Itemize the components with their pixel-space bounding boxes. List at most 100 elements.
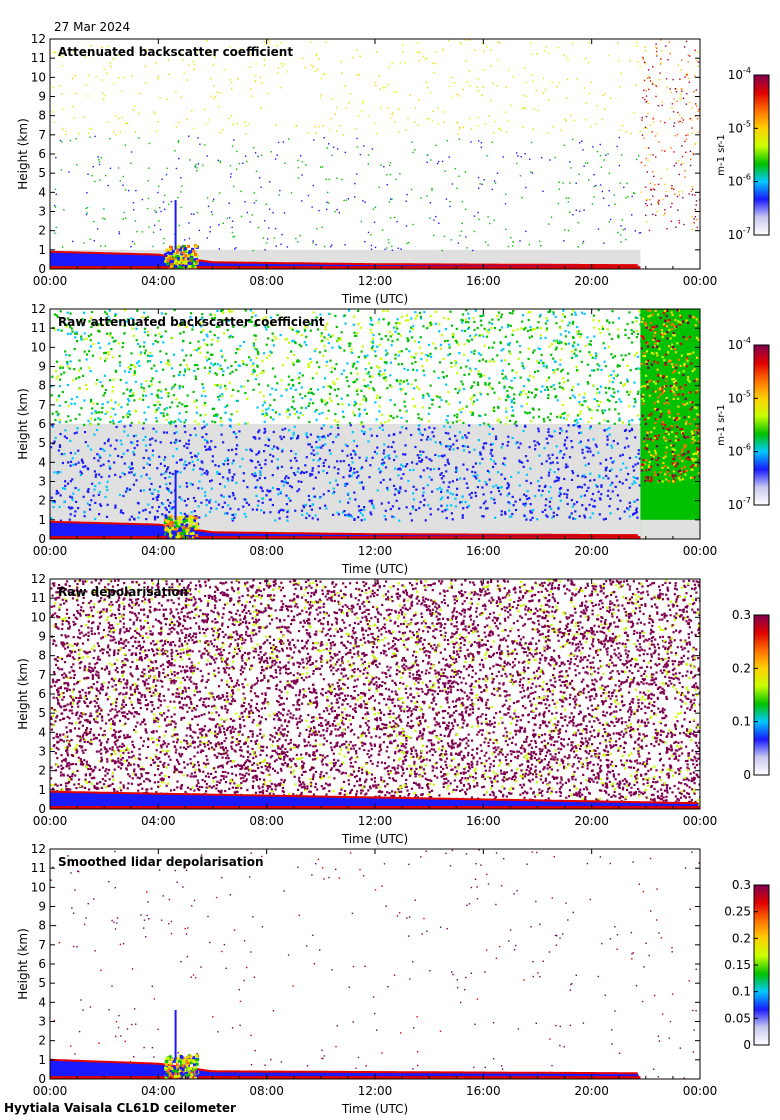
data-pixel [380,374,383,377]
data-pixel [99,447,102,450]
data-pixel [683,362,686,365]
data-pixel [397,322,400,325]
data-pixel [478,414,481,417]
data-pixel [180,177,182,179]
data-pixel [264,444,267,447]
data-pixel [685,138,688,140]
data-pixel [671,343,674,346]
data-pixel [695,210,697,212]
data-pixel [59,418,62,421]
data-pixel [581,451,584,454]
data-pixel [381,424,384,427]
data-pixel [544,336,547,339]
data-pixel [221,309,224,312]
data-pixel [566,465,569,468]
data-pixel [528,497,531,500]
data-pixel [571,350,574,353]
data-pixel [327,489,330,493]
data-pixel [454,505,457,508]
data-pixel [479,451,482,454]
data-pixel [438,396,441,399]
data-pixel [153,488,156,491]
data-pixel [558,432,562,435]
data-pixel [429,438,432,441]
data-pixel [406,193,408,196]
data-pixel [605,154,607,156]
data-pixel [199,322,202,325]
data-pixel [331,346,334,349]
data-pixel [605,474,608,477]
data-pixel [393,450,396,453]
data-pixel [194,420,197,423]
data-pixel [200,317,203,320]
data-pixel [665,385,668,388]
data-pixel [539,240,541,242]
data-pixel [185,504,188,507]
data-pixel [109,444,112,447]
data-pixel [63,108,65,110]
data-pixel [371,375,374,378]
data-pixel [595,392,599,395]
data-pixel [218,248,221,250]
data-pixel [502,377,505,380]
data-pixel [360,508,363,512]
data-pixel [508,386,511,389]
data-pixel [389,335,392,338]
data-pixel [290,378,293,382]
data-pixel [577,330,580,333]
data-pixel [454,167,456,170]
data-pixel [443,454,446,457]
data-pixel [224,405,227,409]
data-pixel [189,316,192,319]
data-pixel [405,314,409,317]
data-pixel [531,172,534,174]
data-pixel [89,136,91,138]
data-pixel [480,333,484,336]
data-pixel [579,410,582,413]
data-pixel [93,488,96,491]
data-pixel [555,322,558,325]
data-pixel [397,354,400,357]
data-pixel [512,240,514,243]
data-pixel [59,310,62,313]
data-pixel [348,403,351,406]
data-pixel [643,418,647,421]
data-pixel [490,497,493,500]
data-pixel [95,473,98,476]
data-pixel [83,511,86,514]
data-pixel [415,462,418,465]
data-pixel [69,419,72,422]
data-pixel [434,63,437,65]
data-pixel [507,486,510,489]
data-pixel [685,151,687,153]
data-pixel [164,194,166,197]
data-pixel [309,388,312,391]
data-pixel [406,369,409,372]
data-pixel [391,62,394,64]
data-pixel [647,159,649,161]
data-pixel [86,207,89,209]
data-pixel [320,334,323,337]
data-pixel [491,387,494,390]
data-pixel [315,316,318,319]
data-pixel [608,333,611,336]
data-pixel [451,421,454,424]
data-pixel [462,421,465,425]
data-pixel [351,431,354,434]
data-pixel [52,111,54,113]
data-pixel [285,410,288,413]
data-pixel [429,507,432,510]
data-pixel [193,464,196,467]
data-pixel [379,470,383,473]
data-pixel [333,146,335,148]
data-pixel [479,353,482,356]
data-pixel [567,342,571,345]
data-pixel [612,388,615,391]
data-pixel [560,129,562,131]
data-pixel [122,184,124,186]
data-pixel [576,325,579,329]
data-pixel [667,345,670,348]
data-pixel [339,460,342,463]
data-pixel [573,341,576,344]
data-pixel [60,373,63,376]
